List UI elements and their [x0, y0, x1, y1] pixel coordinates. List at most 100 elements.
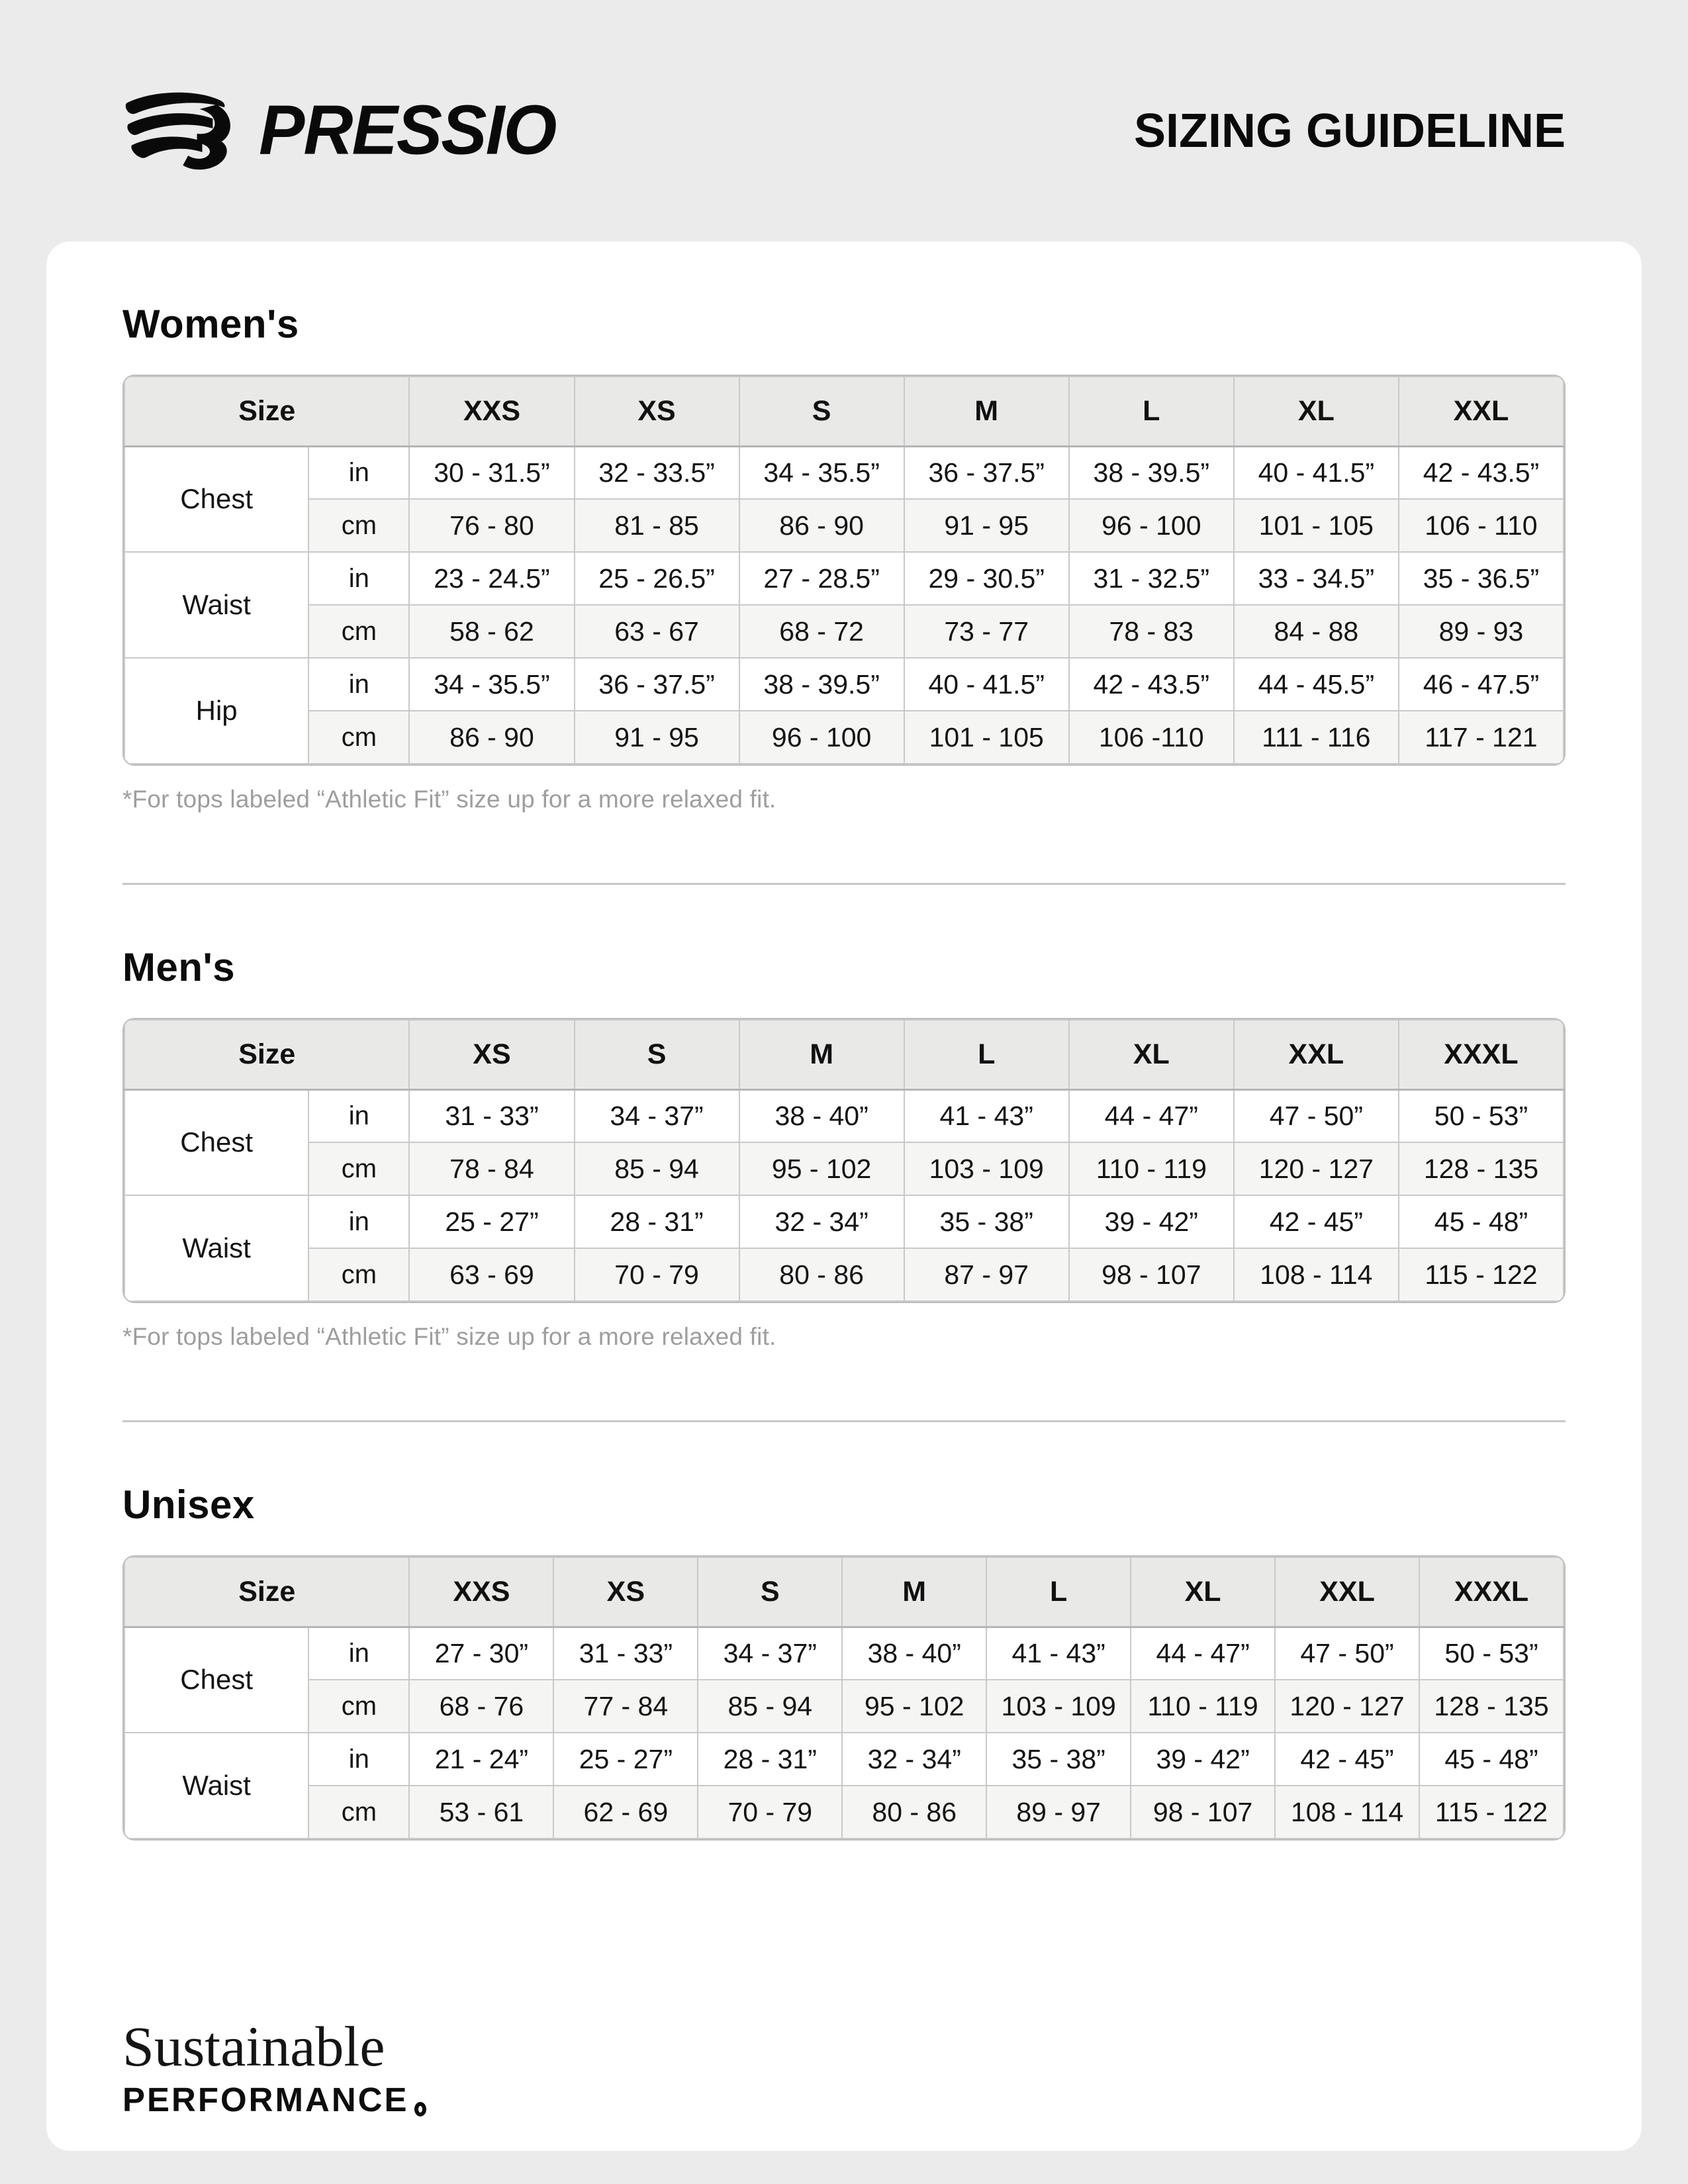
- size-value-cell: 87 - 97: [903, 1248, 1070, 1302]
- size-value-cell: 34 - 37”: [697, 1626, 843, 1680]
- unit-label-cm: cm: [308, 1142, 410, 1196]
- size-value-cell: 117 - 121: [1397, 710, 1564, 764]
- size-value-cell: 63 - 67: [573, 604, 740, 659]
- unit-label-cm: cm: [308, 1785, 410, 1839]
- unit-label-in: in: [308, 1732, 410, 1786]
- size-value-cell: 103 - 109: [903, 1142, 1070, 1196]
- size-value-cell: 41 - 43”: [986, 1626, 1132, 1680]
- size-value-cell: 73 - 77: [903, 604, 1070, 659]
- size-value-cell: 78 - 83: [1068, 604, 1235, 659]
- sustainable-performance-logo: Sustainable PERFORMANCE: [122, 2018, 1566, 2119]
- unit-label-cm: cm: [308, 604, 410, 659]
- size-value-cell: 85 - 94: [697, 1679, 843, 1733]
- measurement-label-chest: Chest: [124, 1626, 310, 1733]
- size-value-cell: 81 - 85: [573, 498, 740, 553]
- size-value-cell: 36 - 37.5”: [903, 445, 1070, 500]
- athletic-fit-footnote: *For tops labeled “Athletic Fit” size up…: [122, 1323, 776, 1350]
- size-value-cell: 128 - 135: [1419, 1679, 1564, 1733]
- size-value-cell: 40 - 41.5”: [1233, 445, 1399, 500]
- size-value-cell: 42 - 45”: [1233, 1195, 1399, 1249]
- size-value-cell: 25 - 27”: [553, 1732, 699, 1786]
- size-value-cell: 34 - 35.5”: [408, 657, 575, 711]
- size-value-cell: 89 - 93: [1397, 604, 1564, 659]
- size-value-cell: 111 - 116: [1233, 710, 1399, 764]
- page-title: SIZING GUIDELINE: [1133, 104, 1566, 158]
- size-header-s: S: [738, 376, 905, 447]
- size-value-cell: 44 - 45.5”: [1233, 657, 1399, 711]
- size-value-cell: 38 - 39.5”: [738, 657, 905, 711]
- mens-size-table: Size XS S M L XL XXL XXXL Chest in 31 - 33” 34 - 37…: [124, 1019, 1564, 1302]
- size-value-cell: 84 - 88: [1233, 604, 1399, 659]
- size-value-cell: 108 - 114: [1274, 1785, 1420, 1839]
- size-value-cell: 45 - 48”: [1419, 1732, 1564, 1786]
- size-value-cell: 85 - 94: [573, 1142, 740, 1196]
- pressio-logo: PRESSIO: [122, 91, 557, 171]
- size-header-l: L: [986, 1557, 1132, 1628]
- size-value-cell: 35 - 36.5”: [1397, 551, 1564, 606]
- size-header-xxl: XXL: [1397, 376, 1564, 447]
- unit-label-cm: cm: [308, 1679, 410, 1733]
- unit-label-in: in: [308, 1089, 410, 1143]
- size-value-cell: 91 - 95: [573, 710, 740, 764]
- size-header-s: S: [697, 1557, 843, 1628]
- unisex-size-table: Size XXS XS S M L XL XXL XXXL Chest in 27 - 30” 31 -…: [124, 1557, 1564, 1839]
- size-value-cell: 21 - 24”: [408, 1732, 555, 1786]
- size-value-cell: 32 - 33.5”: [573, 445, 740, 500]
- unit-label-in: in: [308, 551, 410, 606]
- size-value-cell: 32 - 34”: [738, 1195, 905, 1249]
- size-value-cell: 120 - 127: [1274, 1679, 1420, 1733]
- size-value-cell: 120 - 127: [1233, 1142, 1399, 1196]
- size-value-cell: 98 - 107: [1130, 1785, 1276, 1839]
- size-value-cell: 70 - 79: [573, 1248, 740, 1302]
- performance-ring-icon: [414, 2102, 426, 2116]
- size-value-cell: 63 - 69: [408, 1248, 575, 1302]
- size-value-cell: 42 - 45”: [1274, 1732, 1420, 1786]
- measurement-label-chest: Chest: [124, 1089, 310, 1196]
- footer-performance: PERFORMANCE: [122, 2080, 1566, 2119]
- size-value-cell: 31 - 32.5”: [1068, 551, 1235, 606]
- size-header-xs: XS: [553, 1557, 699, 1628]
- size-value-cell: 46 - 47.5”: [1397, 657, 1564, 711]
- size-header-xxs: XXS: [408, 1557, 555, 1628]
- size-value-cell: 47 - 50”: [1274, 1626, 1420, 1680]
- size-value-cell: 80 - 86: [738, 1248, 905, 1302]
- size-header-m: M: [841, 1557, 988, 1628]
- size-column-header: Size: [124, 1019, 410, 1091]
- section-title-mens: Men's: [122, 945, 236, 989]
- pressio-wordmark: PRESSIO: [259, 91, 557, 170]
- size-value-cell: 39 - 42”: [1068, 1195, 1235, 1249]
- size-value-cell: 28 - 31”: [573, 1195, 740, 1249]
- size-value-cell: 68 - 72: [738, 604, 905, 659]
- size-column-header: Size: [124, 376, 410, 447]
- size-value-cell: 101 - 105: [903, 710, 1070, 764]
- measurement-label-chest: Chest: [124, 445, 310, 553]
- page-header: PRESSIO SIZING GUIDELINE: [0, 0, 1688, 175]
- content-card: Women's Size XXS XS S M L XL XXL Chest in 30 - 31.…: [46, 242, 1642, 2151]
- size-value-cell: 110 - 119: [1068, 1142, 1235, 1196]
- size-value-cell: 47 - 50”: [1233, 1089, 1399, 1143]
- size-value-cell: 80 - 86: [841, 1785, 988, 1839]
- size-value-cell: 50 - 53”: [1419, 1626, 1564, 1680]
- size-column-header: Size: [124, 1557, 410, 1628]
- size-value-cell: 41 - 43”: [903, 1089, 1070, 1143]
- size-value-cell: 42 - 43.5”: [1068, 657, 1235, 711]
- section-divider: [122, 1420, 1566, 1422]
- size-value-cell: 38 - 40”: [738, 1089, 905, 1143]
- size-header-s: S: [573, 1019, 740, 1091]
- size-value-cell: 115 - 122: [1419, 1785, 1564, 1839]
- size-value-cell: 40 - 41.5”: [903, 657, 1070, 711]
- size-value-cell: 31 - 33”: [553, 1626, 699, 1680]
- size-value-cell: 96 - 100: [738, 710, 905, 764]
- size-value-cell: 86 - 90: [408, 710, 575, 764]
- size-value-cell: 106 -110: [1068, 710, 1235, 764]
- size-header-xxs: XXS: [408, 376, 575, 447]
- size-value-cell: 36 - 37.5”: [573, 657, 740, 711]
- footer-sustainable: Sustainable: [122, 2015, 385, 2078]
- size-value-cell: 39 - 42”: [1130, 1732, 1276, 1786]
- size-value-cell: 31 - 33”: [408, 1089, 575, 1143]
- measurement-label-waist: Waist: [124, 551, 310, 659]
- size-value-cell: 98 - 107: [1068, 1248, 1235, 1302]
- unit-label-in: in: [308, 445, 410, 500]
- size-value-cell: 76 - 80: [408, 498, 575, 553]
- size-value-cell: 106 - 110: [1397, 498, 1564, 553]
